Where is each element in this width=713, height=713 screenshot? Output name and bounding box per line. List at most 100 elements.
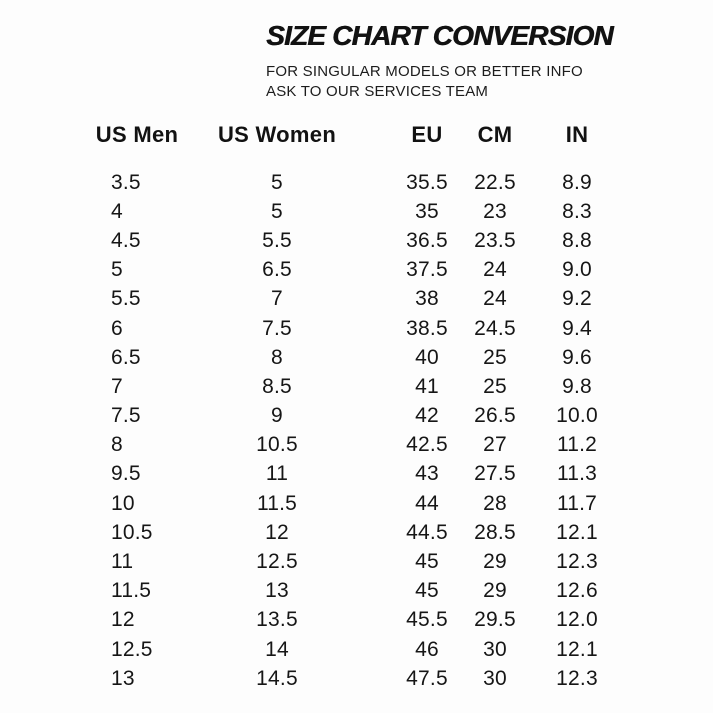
table-cell: 14	[265, 637, 289, 661]
table-cell: 7	[271, 287, 283, 311]
table-cell: 4.5	[111, 228, 141, 252]
table-cell: 11.5	[256, 491, 298, 515]
table-cell: 9.8	[562, 374, 592, 398]
table-cell: 9	[271, 404, 283, 428]
table-body: 3.5 5 35.5 22.5 8.9 4 5 35 23 8.3 4.5 5.5 36.5 23.5 8.…	[88, 168, 626, 693]
table-cell: 22.5	[474, 170, 516, 194]
table-cell: 44.5	[406, 520, 448, 544]
table-cell: 24	[483, 258, 507, 282]
table-cell: 11	[111, 550, 134, 574]
table-cell: 7.5	[111, 404, 141, 428]
table-row: 12.5 14 46 30 12.1	[88, 635, 626, 664]
table-row: 5.5 7 38 24 9.2	[88, 285, 626, 314]
table-row: 10.5 12 44.5 28.5 12.1	[88, 518, 626, 547]
table-cell: 8.8	[562, 228, 592, 252]
table-cell: 7	[111, 374, 123, 398]
column-header-us-women: US Women	[217, 122, 337, 147]
page-title: SIZE CHART CONVERSION	[266, 20, 614, 51]
table-cell: 9.4	[562, 316, 592, 340]
table-cell: 8	[271, 345, 283, 369]
table-cell: 10	[111, 491, 135, 515]
table-cell: 24	[483, 287, 507, 311]
table-row: 4.5 5.5 36.5 23.5 8.8	[88, 226, 626, 255]
table-cell: 23	[483, 199, 507, 223]
table-cell: 11.3	[556, 462, 598, 486]
table-cell: 25	[483, 374, 507, 398]
table-cell: 43	[415, 462, 439, 486]
table-cell: 26.5	[474, 404, 516, 428]
column-header-in: IN	[565, 122, 589, 147]
table-row: 13 14.5 47.5 30 12.3	[88, 664, 626, 693]
table-cell: 29	[483, 579, 507, 603]
table-row: 7.5 9 42 26.5 10.0	[88, 402, 626, 431]
table-cell: 10.5	[256, 433, 298, 457]
table-cell: 8.9	[562, 170, 592, 194]
table-row: 4 5 35 23 8.3	[88, 197, 626, 226]
table-cell: 35.5	[406, 170, 448, 194]
table-cell: 12	[111, 608, 135, 632]
table-cell: 13	[111, 666, 135, 690]
table-cell: 45	[415, 550, 439, 574]
table-cell: 36.5	[406, 228, 448, 252]
table-cell: 12.0	[556, 608, 598, 632]
table-cell: 9.6	[562, 345, 592, 369]
table-cell: 35	[415, 199, 439, 223]
table-cell: 12.1	[556, 520, 598, 544]
table-cell: 23.5	[474, 228, 516, 252]
table-cell: 24.5	[474, 316, 516, 340]
table-row: 12 13.5 45.5 29.5 12.0	[88, 606, 626, 635]
table-cell: 6.5	[111, 345, 141, 369]
table-row: 3.5 5 35.5 22.5 8.9	[88, 168, 626, 197]
table-cell: 12.6	[556, 579, 598, 603]
table-cell: 41	[415, 374, 439, 398]
table-cell: 46	[415, 637, 439, 661]
table-cell: 25	[483, 345, 507, 369]
table-cell: 6.5	[262, 258, 292, 282]
table-cell: 8.5	[262, 374, 292, 398]
table-cell: 5	[111, 258, 123, 282]
table-cell: 10.0	[556, 404, 598, 428]
table-cell: 11.7	[556, 491, 598, 515]
table-cell: 5	[271, 199, 283, 223]
subtitle-line-2: ASK TO OUR SERVICES TEAM	[266, 83, 489, 100]
table-cell: 12.3	[556, 666, 598, 690]
table-cell: 29	[483, 550, 507, 574]
table-cell: 38.5	[406, 316, 448, 340]
table-cell: 12	[265, 520, 289, 544]
table-cell: 27.5	[474, 462, 516, 486]
header: SIZE CHART CONVERSION FOR SINGULAR MODEL…	[266, 19, 696, 102]
table-cell: 9.0	[562, 258, 592, 282]
table-cell: 45.5	[406, 608, 448, 632]
table-cell: 28	[483, 491, 507, 515]
size-conversion-table: US Men US Women EU CM IN 3.5 5 35.5 22.5 8.9…	[88, 122, 626, 693]
table-cell: 12.5	[256, 550, 298, 574]
table-cell: 9.2	[562, 287, 592, 311]
table-row: 11 12.5 45 29 12.3	[88, 547, 626, 576]
table-cell: 42.5	[406, 433, 448, 457]
table-row: 10 11.5 44 28 11.7	[88, 489, 626, 518]
table-cell: 3.5	[111, 170, 141, 194]
table-cell: 10.5	[111, 520, 153, 544]
table-cell: 47.5	[406, 666, 448, 690]
table-row: 8 10.5 42.5 27 11.2	[88, 431, 626, 460]
table-cell: 5.5	[111, 287, 141, 311]
table-cell: 38	[415, 287, 439, 311]
table-cell: 27	[483, 433, 507, 457]
table-row: 6.5 8 40 25 9.6	[88, 343, 626, 372]
table-cell: 8	[111, 433, 123, 457]
table-cell: 11.5	[111, 579, 152, 603]
table-cell: 7.5	[262, 316, 292, 340]
table-header-row: US Men US Women EU CM IN	[88, 122, 626, 148]
table-cell: 5.5	[262, 228, 292, 252]
table-row: 9.5 11 43 27.5 11.3	[88, 460, 626, 489]
table-cell: 40	[415, 345, 439, 369]
table-row: 7 8.5 41 25 9.8	[88, 372, 626, 401]
table-cell: 45	[415, 579, 439, 603]
table-cell: 14.5	[256, 666, 298, 690]
column-header-us-men: US Men	[95, 122, 179, 147]
table-cell: 13	[265, 579, 289, 603]
table-cell: 28.5	[474, 520, 516, 544]
table-cell: 12.5	[111, 637, 153, 661]
table-cell: 30	[483, 666, 507, 690]
